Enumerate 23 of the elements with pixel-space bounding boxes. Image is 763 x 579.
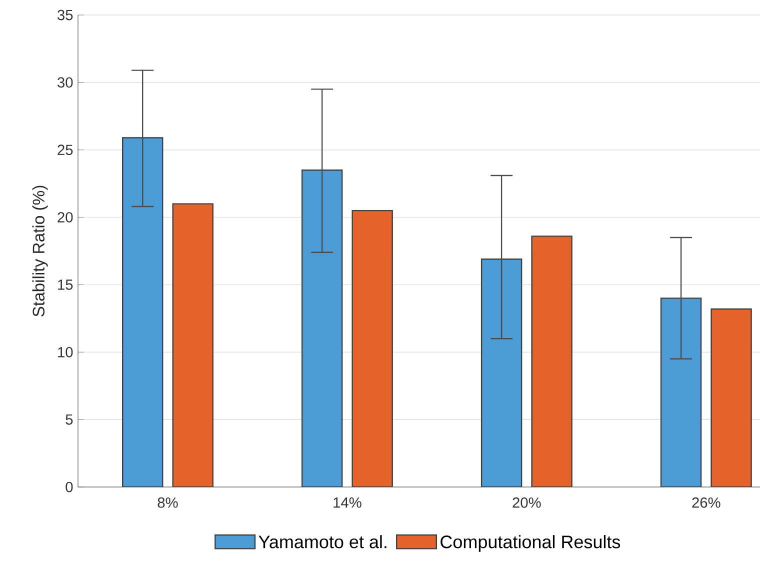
bar: [172, 203, 214, 487]
bar: [122, 137, 164, 487]
x-tick-label: 14%: [334, 497, 362, 508]
bar: [531, 236, 572, 487]
x-tick-label: 26%: [692, 497, 720, 508]
bar: [352, 210, 393, 487]
bar: [301, 169, 343, 487]
y-tick-label: 30: [58, 77, 73, 88]
y-tick-label: 5: [66, 414, 73, 425]
bar: [710, 308, 752, 487]
x-tick-label: 8%: [158, 497, 178, 508]
y-tick-label: 25: [58, 144, 73, 156]
y-tick-label: 0: [66, 482, 73, 492]
legend-label: Yamamoto et al.: [258, 535, 386, 548]
legend-label: Computational Results: [440, 535, 620, 552]
y-tick-label: 10: [58, 346, 73, 358]
y-axis-title: Stability Ratio (%): [32, 186, 48, 316]
y-tick-label: 35: [58, 10, 73, 20]
y-tick-label: 15: [58, 280, 73, 290]
bar: [480, 258, 522, 487]
bar: [660, 298, 702, 487]
x-tick-label: 20%: [512, 497, 541, 508]
y-tick-label: 20: [58, 212, 73, 222]
